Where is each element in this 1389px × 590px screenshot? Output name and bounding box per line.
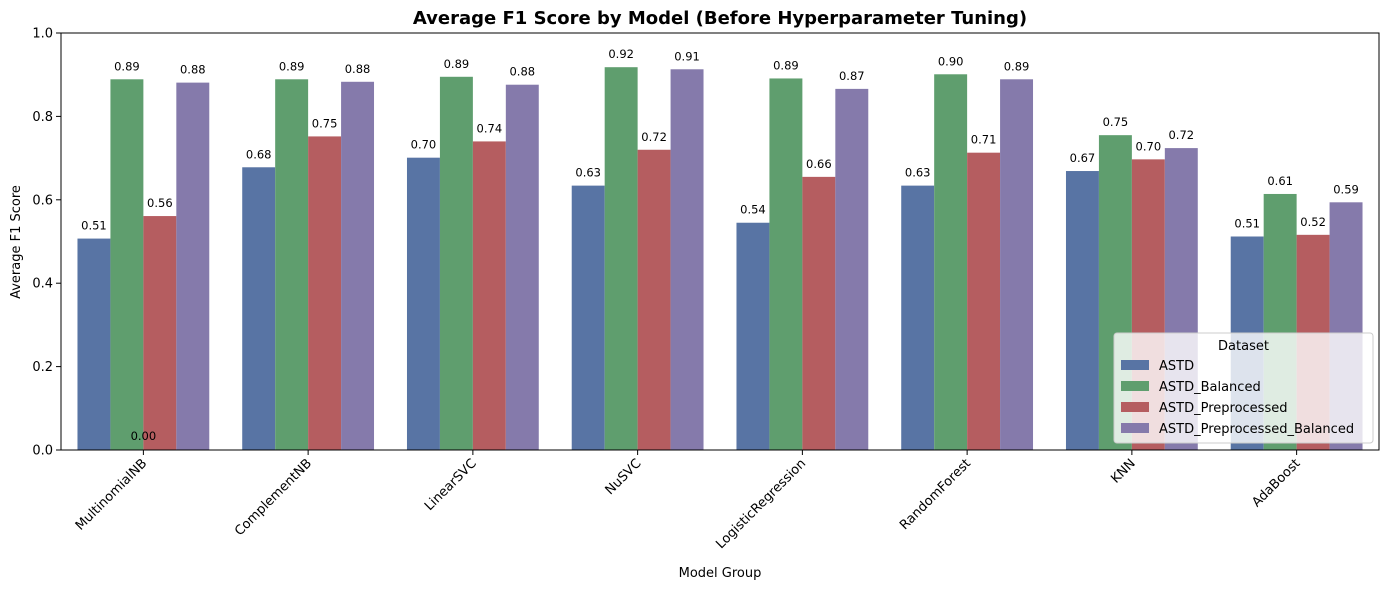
data-label: 0.54 bbox=[740, 203, 766, 217]
data-label: 0.92 bbox=[608, 47, 634, 61]
data-label: 0.88 bbox=[180, 63, 206, 77]
legend-swatch bbox=[1121, 360, 1149, 370]
data-label: 0.88 bbox=[509, 65, 535, 79]
bar bbox=[1000, 79, 1034, 451]
legend-box bbox=[1113, 332, 1374, 444]
bar bbox=[439, 76, 473, 450]
bar bbox=[637, 149, 671, 450]
bar bbox=[275, 79, 309, 451]
y-tick-label: 0.2 bbox=[32, 360, 53, 375]
data-label: 0.51 bbox=[1234, 216, 1260, 230]
x-tick-label: LinearSVC bbox=[422, 456, 480, 514]
x-axis-label: Model Group bbox=[679, 566, 762, 581]
data-label: 0.61 bbox=[1267, 174, 1293, 188]
legend-entry-label: ASTD_Balanced bbox=[1159, 380, 1261, 395]
y-tick-label: 0.4 bbox=[32, 277, 53, 292]
bar bbox=[77, 238, 111, 450]
data-label: 0.91 bbox=[674, 49, 700, 63]
plot-frame bbox=[60, 32, 1380, 451]
data-label: 0.87 bbox=[839, 69, 865, 83]
data-label: 0.66 bbox=[806, 157, 832, 171]
bar bbox=[901, 185, 935, 450]
data-label: 0.63 bbox=[905, 166, 931, 180]
data-label: 0.51 bbox=[81, 219, 107, 233]
bar bbox=[802, 176, 836, 451]
x-tick-label: ComplementNB bbox=[232, 456, 315, 539]
bar bbox=[934, 74, 968, 451]
data-label: 0.89 bbox=[773, 58, 799, 72]
x-tick-label: NuSVC bbox=[603, 456, 645, 498]
data-label: 0.88 bbox=[345, 62, 371, 76]
bar bbox=[835, 88, 869, 451]
bar bbox=[341, 81, 375, 450]
data-label: 0.75 bbox=[312, 116, 338, 130]
bar bbox=[604, 67, 638, 450]
data-label: 0.56 bbox=[147, 196, 173, 210]
legend-swatch bbox=[1121, 402, 1149, 412]
data-label: 0.90 bbox=[938, 54, 964, 68]
legend-title: Dataset bbox=[1218, 339, 1269, 354]
chart-title: Average F1 Score by Model (Before Hyperp… bbox=[413, 8, 1027, 29]
x-tick-label: LogisticRegression bbox=[713, 456, 809, 552]
y-tick-label: 0.6 bbox=[32, 193, 53, 208]
y-tick-label: 1.0 bbox=[32, 27, 53, 42]
x-tick-label: MultinomialNB bbox=[73, 456, 150, 533]
legend-entry-label: ASTD_Preprocessed bbox=[1159, 401, 1287, 416]
legend-entry-label: ASTD_Preprocessed_Balanced bbox=[1159, 422, 1354, 437]
bar bbox=[571, 185, 605, 450]
bar bbox=[967, 152, 1001, 450]
data-label: 0.89 bbox=[1004, 59, 1030, 73]
bar bbox=[242, 167, 276, 451]
data-label: 0.70 bbox=[411, 138, 437, 152]
annotation-label: 0.00 bbox=[131, 429, 157, 443]
x-tick-label: AdaBoost bbox=[1249, 456, 1303, 510]
bar bbox=[472, 141, 506, 451]
bar bbox=[110, 79, 144, 451]
data-label: 0.52 bbox=[1300, 215, 1326, 229]
data-label: 0.63 bbox=[575, 166, 601, 180]
data-label: 0.71 bbox=[971, 133, 997, 147]
data-label: 0.67 bbox=[1070, 151, 1096, 165]
data-label: 0.89 bbox=[114, 59, 140, 73]
bar bbox=[736, 222, 770, 450]
y-tick-label: 0.8 bbox=[32, 110, 53, 125]
data-label: 0.89 bbox=[444, 57, 470, 71]
y-axis-label: Average F1 Score bbox=[9, 185, 24, 299]
x-tick-label: RandomForest bbox=[897, 456, 974, 533]
bar bbox=[406, 157, 440, 451]
x-tick-label: KNN bbox=[1108, 456, 1138, 486]
legend: Dataset ASTD ASTD_Balanced ASTD_Preprocesse… bbox=[1113, 332, 1374, 444]
bar bbox=[176, 82, 210, 451]
y-tick-label: 0.0 bbox=[32, 444, 53, 459]
data-label: 0.59 bbox=[1333, 182, 1359, 196]
bar bbox=[308, 136, 342, 450]
legend-swatch bbox=[1121, 381, 1149, 391]
bar bbox=[143, 216, 177, 450]
legend-swatch bbox=[1121, 423, 1149, 433]
bar bbox=[1065, 171, 1099, 451]
bar bbox=[769, 78, 803, 450]
legend-entry-label: ASTD bbox=[1159, 359, 1194, 374]
data-label: 0.89 bbox=[279, 59, 305, 73]
data-labels-layer: 0.51 0.89 0.56 0.88 0.68 0.89 0.75 0.88 0.70 0.89… bbox=[81, 47, 1359, 443]
bar bbox=[505, 84, 539, 450]
bars-layer bbox=[77, 67, 1363, 451]
data-label: 0.72 bbox=[1168, 128, 1194, 142]
data-label: 0.68 bbox=[246, 147, 272, 161]
data-label: 0.70 bbox=[1136, 139, 1162, 153]
bar bbox=[670, 69, 704, 451]
data-label: 0.74 bbox=[477, 121, 503, 135]
data-label: 0.72 bbox=[641, 130, 667, 144]
data-label: 0.75 bbox=[1103, 115, 1129, 129]
